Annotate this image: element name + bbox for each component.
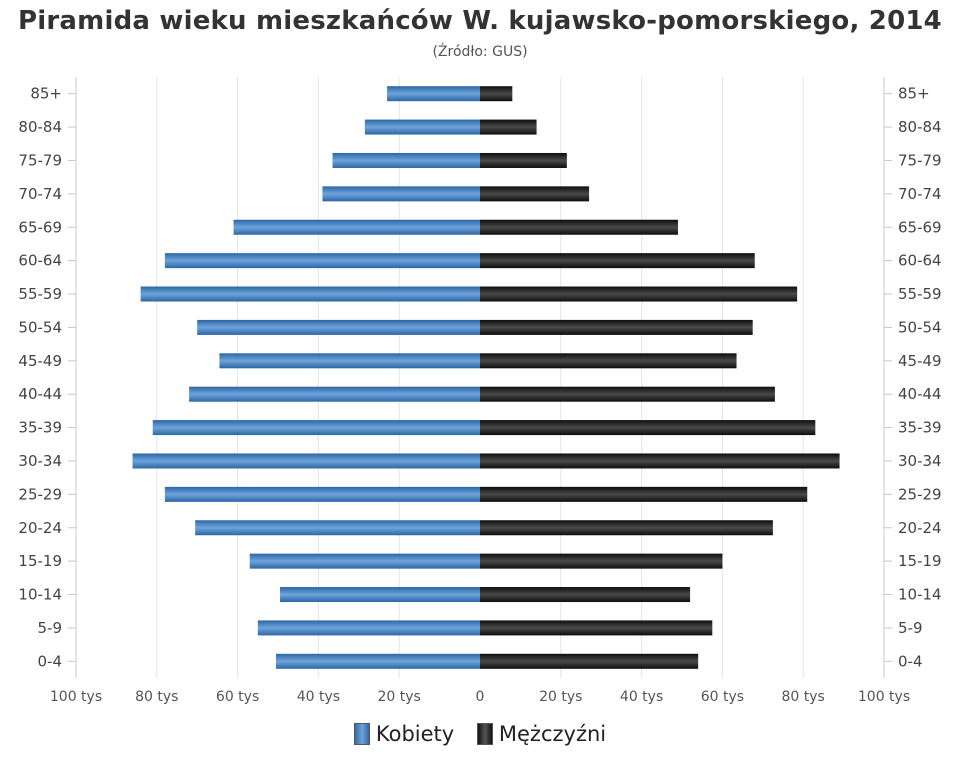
category-label-right: 80-84 (898, 118, 942, 136)
legend-label-female: Kobiety (375, 722, 455, 746)
category-label-left: 40-44 (18, 385, 62, 403)
bar-male (480, 319, 753, 335)
category-label-left: 30-34 (18, 452, 62, 470)
category-label-right: 85+ (898, 85, 930, 103)
category-label-right: 40-44 (898, 385, 942, 403)
category-label-right: 60-64 (898, 252, 942, 270)
category-label-right: 25-29 (898, 485, 942, 503)
category-label-right: 20-24 (898, 519, 942, 537)
bar-male (480, 486, 808, 502)
category-label-right: 35-39 (898, 419, 942, 437)
category-label-left: 5-9 (38, 619, 63, 637)
population-pyramid-chart: 85+ 85+ 80-84 80-84 75-79 75-79 70-74 70-74 65-6… (18, 77, 942, 705)
legend-swatch-female (353, 723, 370, 745)
category-label-right: 65-69 (898, 218, 942, 236)
category-label-left: 65-69 (18, 218, 62, 236)
bar-male (480, 286, 798, 302)
bar-female (164, 253, 480, 269)
category-label-left: 50-54 (18, 318, 62, 336)
category-label-left: 35-39 (18, 419, 62, 437)
x-tick-label: 20 tys (378, 689, 421, 705)
category-label-left: 45-49 (18, 352, 62, 370)
category-label-right: 50-54 (898, 318, 942, 336)
category-label-right: 45-49 (898, 352, 942, 370)
bar-male (480, 587, 691, 603)
bar-male (480, 520, 773, 536)
x-tick-label: 40 tys (297, 689, 340, 705)
bar-female (249, 553, 480, 569)
x-tick-label: 100 tys (50, 689, 102, 705)
x-tick-label: 60 tys (216, 689, 259, 705)
legend-swatch-male (476, 723, 493, 745)
bar-female (233, 219, 480, 235)
bar-female (197, 319, 480, 335)
x-tick-label: 0 (476, 689, 485, 705)
category-label-left: 15-19 (18, 552, 62, 570)
bar-male (480, 253, 755, 269)
chart-legend: Kobiety Mężczyźni (0, 722, 960, 750)
bar-male (480, 353, 737, 369)
bar-male (480, 119, 537, 135)
bar-male (480, 453, 840, 469)
bar-female (219, 353, 481, 369)
category-label-right: 75-79 (898, 151, 942, 169)
category-label-right: 5-9 (898, 619, 923, 637)
category-label-left: 85+ (30, 85, 62, 103)
x-tick-label: 100 tys (858, 689, 910, 705)
bar-male (480, 553, 723, 569)
bar-female (164, 486, 480, 502)
bar-female (257, 620, 480, 636)
category-label-right: 15-19 (898, 552, 942, 570)
category-label-right: 55-59 (898, 285, 942, 303)
category-label-right: 0-4 (898, 652, 923, 670)
bar-female (322, 186, 480, 202)
bar-female (280, 587, 480, 603)
bar-female (195, 520, 480, 536)
legend-label-male: Mężczyźni (498, 722, 607, 746)
category-label-left: 70-74 (18, 185, 62, 203)
bar-female (332, 152, 480, 168)
bar-female (152, 420, 480, 436)
bar-male (480, 86, 513, 102)
category-label-left: 75-79 (18, 151, 62, 169)
x-tick-label: 80 tys (782, 689, 825, 705)
bar-female (364, 119, 480, 135)
legend-item-female[interactable]: Kobiety (353, 722, 455, 746)
chart-title: Piramida wieku mieszkańców W. kujawsko-p… (18, 6, 942, 36)
category-label-left: 25-29 (18, 485, 62, 503)
legend-item-male[interactable]: Mężczyźni (476, 722, 607, 746)
category-label-left: 80-84 (18, 118, 62, 136)
category-label-left: 0-4 (38, 652, 63, 670)
bar-male (480, 386, 775, 402)
category-label-left: 10-14 (18, 586, 62, 604)
category-label-left: 20-24 (18, 519, 62, 537)
bar-female (387, 86, 480, 102)
category-label-left: 55-59 (18, 285, 62, 303)
bar-female (132, 453, 480, 469)
x-tick-label: 60 tys (701, 689, 744, 705)
category-label-right: 30-34 (898, 452, 942, 470)
bar-male (480, 219, 678, 235)
bar-female (189, 386, 480, 402)
bar-male (480, 152, 567, 168)
x-tick-label: 80 tys (135, 689, 178, 705)
chart-subtitle: (Źródło: GUS) (432, 44, 528, 60)
bar-male (480, 186, 590, 202)
bar-male (480, 420, 816, 436)
category-label-left: 60-64 (18, 252, 62, 270)
category-label-right: 70-74 (898, 185, 942, 203)
bar-male (480, 620, 713, 636)
x-tick-label: 40 tys (620, 689, 663, 705)
bar-male (480, 653, 699, 669)
bar-female (140, 286, 480, 302)
bar-female (275, 653, 480, 669)
x-tick-label: 20 tys (539, 689, 582, 705)
category-label-right: 10-14 (898, 586, 942, 604)
